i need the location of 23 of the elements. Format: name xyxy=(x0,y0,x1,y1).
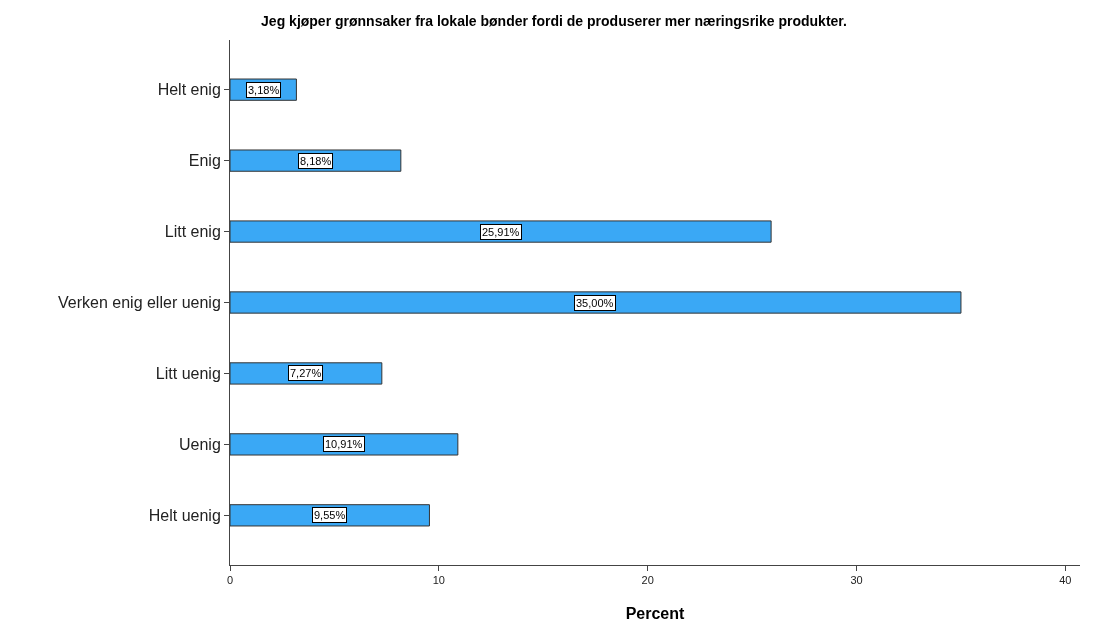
data-label: 35,00% xyxy=(576,297,614,309)
x-tick-label: 0 xyxy=(226,574,234,587)
data-label: 8,18% xyxy=(300,155,332,167)
x-tick-label: 40 xyxy=(1059,574,1072,587)
data-label: 3,18% xyxy=(248,84,280,96)
x-tick-label: 30 xyxy=(850,574,863,587)
data-label: 10,91% xyxy=(325,438,363,450)
data-label: 9,55% xyxy=(314,509,346,521)
bar xyxy=(230,220,772,243)
x-axis-title: Percent xyxy=(625,604,686,622)
y-tick-label: Uenig xyxy=(178,435,221,453)
chart-title: Jeg kjøper grønnsaker fra lokale bønder fordi de produserer mer næringsrike produkter. xyxy=(261,12,847,29)
y-tick-label: Litt enig xyxy=(164,223,221,241)
y-tick-label: Helt uenig xyxy=(148,506,221,524)
y-tick-label: Litt uenig xyxy=(155,365,221,383)
x-tick-label: 20 xyxy=(641,574,654,587)
data-label: 7,27% xyxy=(290,367,322,379)
data-label: 25,91% xyxy=(482,226,520,238)
bar xyxy=(230,291,962,314)
y-tick-label: Verken enig eller uenig xyxy=(58,294,221,312)
y-tick-label: Enig xyxy=(188,152,221,170)
x-tick-label: 10 xyxy=(432,574,445,587)
y-tick-label: Helt enig xyxy=(157,81,221,99)
